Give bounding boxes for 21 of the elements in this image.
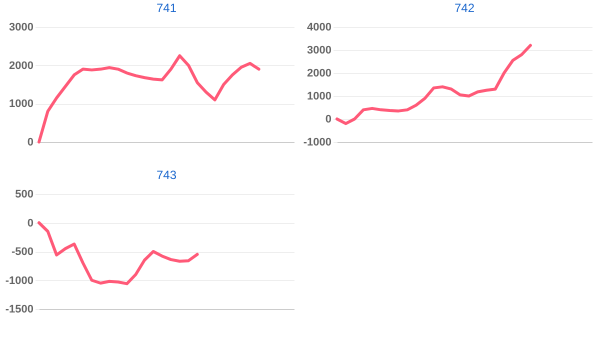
- y-tick-label: -500: [11, 246, 34, 258]
- y-tick-label: 1000: [307, 90, 332, 102]
- y-tick-label: 2000: [9, 60, 34, 72]
- y-tick-label: 0: [27, 136, 34, 148]
- y-tick-label: 3000: [9, 22, 34, 34]
- y-tick-label: 2000: [307, 68, 332, 80]
- chart-title: 741: [156, 1, 177, 15]
- y-tick-label: 500: [15, 188, 34, 200]
- y-tick-label: 3000: [307, 44, 332, 56]
- y-tick-label: -1500: [5, 304, 34, 316]
- y-tick-label: 0: [325, 114, 332, 126]
- line-series: [38, 221, 199, 286]
- chart-title: 742: [454, 1, 475, 15]
- chart-title: 743: [156, 168, 177, 182]
- y-tick-label: 1000: [9, 98, 34, 110]
- y-tick-label: 4000: [307, 22, 332, 34]
- y-tick-label: 0: [27, 217, 34, 230]
- line-series: [38, 54, 260, 144]
- line-series: [336, 44, 532, 126]
- y-tick-label: -1000: [5, 274, 34, 287]
- y-tick-label: -1000: [303, 136, 332, 148]
